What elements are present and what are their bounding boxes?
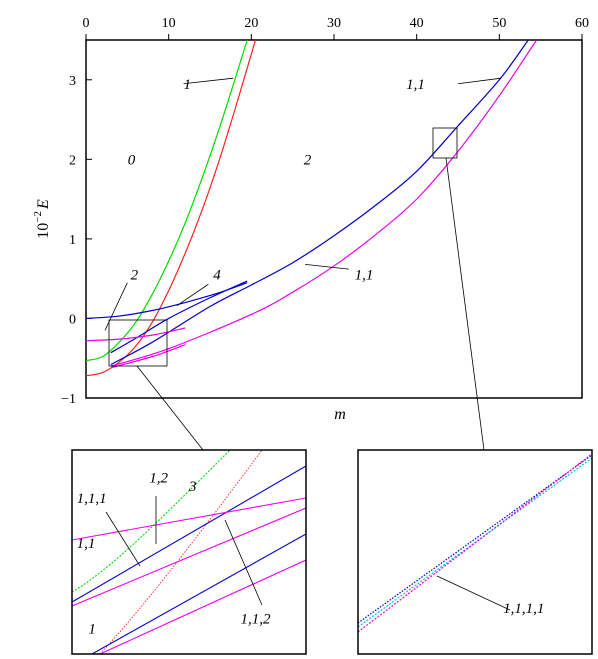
zoom-box-left	[108, 319, 168, 367]
curve-group	[86, 40, 538, 377]
x-tick-label: 30	[327, 16, 341, 31]
inset-annotation-label: 1,2	[149, 471, 168, 487]
inset-annotation-label: 1,1,1	[77, 491, 107, 507]
x-axis-ticks: 0 10 20 30 40 50 60	[83, 16, 589, 40]
leader-1-1-1-1	[436, 575, 511, 611]
annotation-leader	[305, 263, 349, 270]
inset-left-blue-line-1	[72, 465, 306, 603]
zoom-connector-left	[136, 365, 204, 451]
inset-left-magenta-line-3	[99, 559, 306, 654]
inset-right: 1,1,1,1	[357, 449, 593, 655]
curve-blue-4	[110, 40, 529, 366]
curve-magenta-7	[110, 344, 186, 369]
annotation-label: 1	[184, 77, 192, 93]
y-tick-label: 0	[69, 312, 76, 327]
y-axis-ticks: −1 0 1 2 3	[61, 74, 92, 407]
zoom-box-right	[432, 127, 458, 159]
annotation-leader	[176, 283, 209, 307]
y-axis-label-exponent: −2	[32, 211, 44, 223]
inset-right-frame	[357, 449, 593, 655]
annotation-label: 4	[213, 268, 221, 284]
main-curves	[86, 40, 538, 377]
y-tick-label: −1	[61, 392, 76, 407]
y-tick-label: 2	[69, 153, 76, 168]
x-tick-label: 50	[492, 16, 506, 31]
x-tick-label: 0	[83, 16, 90, 31]
curve-blue-3	[110, 280, 248, 354]
inset-annotation-label: 1	[88, 622, 96, 638]
x-tick-label: 10	[162, 16, 176, 31]
svg-text:10−2E: 10−2E	[32, 199, 52, 239]
inset-left: 3 1,2 1,1,1 1,1 1 1,1,2	[71, 449, 307, 655]
inset-right-annotations: 1,1,1,1	[503, 601, 544, 617]
inset-annotation-label: 1,1	[77, 536, 96, 552]
annotation-leader	[183, 77, 234, 85]
inset-left-blue-line-2	[91, 533, 306, 654]
inset-left-annotations: 3 1,2 1,1,1 1,1 1 1,1,2	[77, 471, 271, 638]
inset-annotation-label: 3	[188, 479, 197, 495]
inset-left-magenta-line-1	[72, 497, 306, 541]
curve-magenta-6	[110, 40, 538, 367]
inset-left-red-curve	[99, 450, 263, 654]
curve-red-1	[86, 40, 257, 377]
curve-magenta-5	[86, 327, 186, 342]
y-axis-label: 10−2E	[32, 199, 52, 239]
x-tick-label: 40	[410, 16, 424, 31]
x-tick-label: 60	[575, 16, 589, 31]
y-axis-label-base: 10	[35, 223, 52, 239]
inset-left-frame	[71, 449, 307, 655]
annotation-label: 0	[128, 152, 136, 168]
inset-left-green-curve	[72, 450, 231, 593]
annotation-leader	[457, 77, 502, 85]
leader-1-1-2	[224, 519, 263, 606]
inset-annotation-label: 1,1,2	[240, 611, 270, 627]
x-tick-label: 20	[244, 16, 258, 31]
curve-blue-2	[86, 282, 248, 320]
main-annotations: 1 0 2 1,1 2 4 1,1	[104, 77, 502, 331]
annotation-label: 1,1	[355, 268, 374, 284]
annotation-label: 2	[131, 268, 139, 284]
inset-annotation-label: 1,1,1,1	[503, 601, 544, 617]
x-axis-label: m	[334, 406, 346, 423]
curve-green-0	[86, 40, 248, 362]
inset-right-magenta-line	[358, 453, 592, 633]
inset-left-magenta-line-2	[72, 507, 306, 607]
annotation-label: 1,1	[406, 77, 425, 93]
main-plot-frame	[85, 39, 583, 399]
zoom-connector-right	[445, 157, 485, 451]
y-axis-label-variable: E	[35, 199, 52, 210]
leader-1-1-1	[105, 511, 141, 567]
y-tick-label: 3	[69, 74, 76, 89]
annotation-label: 2	[304, 152, 312, 168]
y-tick-label: 1	[69, 233, 76, 248]
annotation-leader	[104, 282, 128, 331]
